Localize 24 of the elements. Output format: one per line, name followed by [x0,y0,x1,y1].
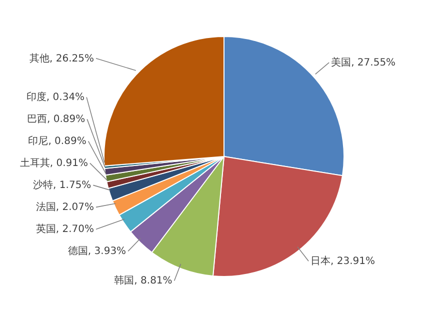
data-label: , 0.91% [50,158,88,170]
slice-label: 韩国 [114,274,134,287]
data-label: , 3.93% [88,246,126,258]
data-label: , 2.07% [56,202,94,214]
slice-label: 美国 [331,56,352,69]
slice-label: 印度 [26,91,46,104]
data-label: , 27.55% [351,58,396,69]
data-label: , 23.91% [330,256,376,268]
data-label: , 26.25% [50,53,94,64]
slice-label: 法国 [36,201,56,214]
data-label: , 0.34% [46,92,85,104]
data-label: , 0.89% [48,136,86,148]
slice-label: 英国 [36,223,56,236]
data-label: , 1.75% [53,180,92,192]
slice-label: 沙特 [33,179,54,192]
slice-label: 日本 [310,255,331,268]
data-label: , 0.89% [47,114,86,126]
slice-label: 印尼 [28,135,48,148]
slice-label: 德国 [68,246,88,258]
slice-label: 土耳其 [20,157,50,170]
slice-label: 巴西 [27,114,48,126]
slice-label: 其他 [30,52,50,64]
data-label: , 8.81% [134,276,172,287]
data-label: , 2.70% [56,224,94,236]
